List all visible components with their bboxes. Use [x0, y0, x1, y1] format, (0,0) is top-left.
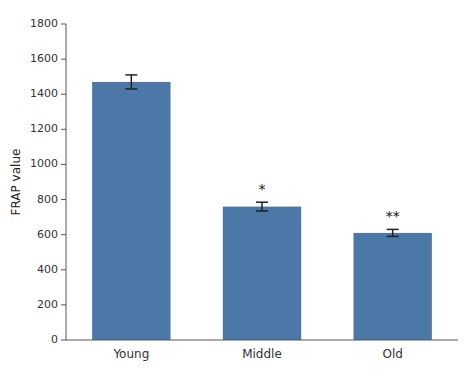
y-tick	[61, 164, 66, 165]
y-tick-label: 1600	[30, 52, 58, 65]
x-tick-label: Old	[382, 347, 402, 361]
y-tick	[61, 94, 66, 95]
y-tick-label: 0	[51, 333, 58, 346]
y-tick-label: 1200	[30, 122, 58, 135]
y-tick	[61, 129, 66, 130]
y-tick-label: 400	[37, 263, 58, 276]
y-tick	[61, 199, 66, 200]
annotation: *	[259, 181, 266, 197]
y-axis-label: FRAP value	[9, 149, 23, 216]
x-axis: Young Middle Old	[66, 340, 458, 361]
bar	[223, 207, 301, 340]
y-tick-label: 1400	[30, 87, 58, 100]
y-tick-label: 1800	[30, 17, 58, 30]
y-tick-label: 1000	[30, 157, 58, 170]
y-axis: 0 200 400 600 800 1000 1200 1400 1600 1800	[30, 17, 66, 346]
y-tick	[61, 304, 66, 305]
bars	[92, 75, 432, 340]
x-tick-label: Young	[112, 347, 149, 361]
y-tick-label: 800	[37, 193, 58, 206]
annotation: **	[386, 208, 400, 224]
y-tick	[61, 59, 66, 60]
y-tick	[61, 234, 66, 235]
y-tick-label: 200	[37, 298, 58, 311]
x-tick-label: Middle	[242, 347, 282, 361]
y-tick	[61, 269, 66, 270]
error-bar	[387, 229, 399, 236]
y-tick	[61, 24, 66, 25]
bar	[92, 82, 170, 340]
error-bar	[256, 202, 268, 211]
x-axis-line	[66, 340, 458, 341]
error-bar	[125, 75, 137, 89]
y-axis-line	[66, 24, 67, 340]
y-tick	[61, 340, 66, 341]
bar	[353, 233, 431, 340]
chart: 0 200 400 600 800 1000 1200 1400 1600 1800 FRAP va…	[0, 0, 474, 380]
y-tick-label: 600	[37, 228, 58, 241]
